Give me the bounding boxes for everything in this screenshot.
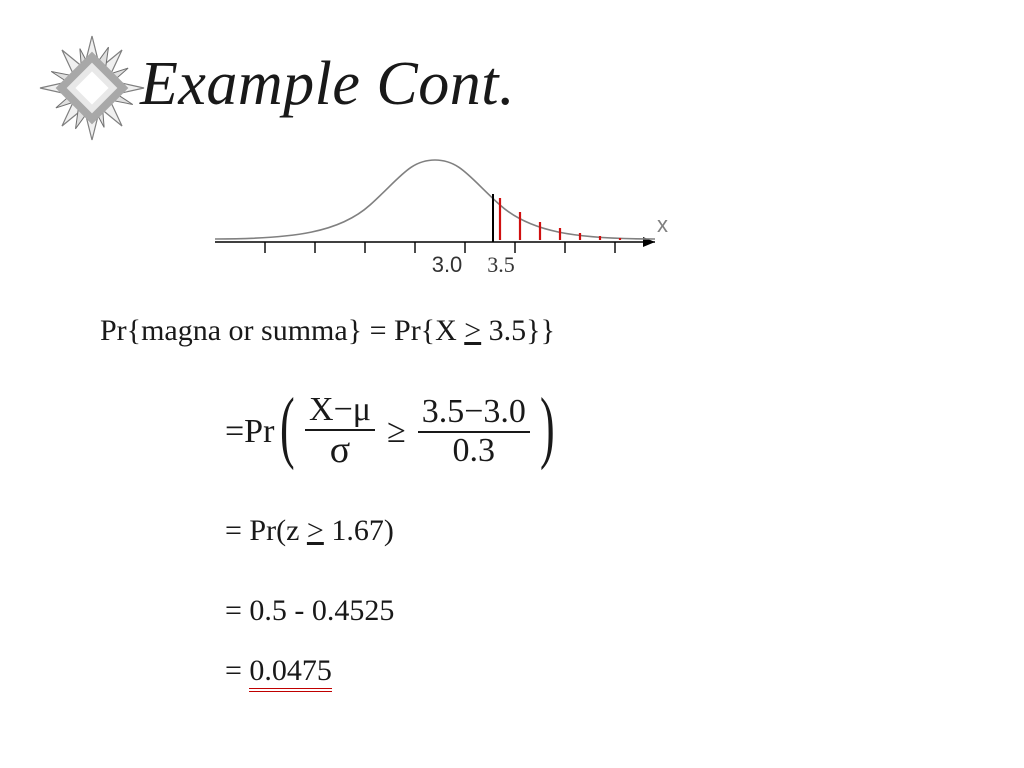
- probability-statement: Pr{magna or summa} = Pr{X > 3.5}}: [100, 314, 555, 348]
- slide-title: Example Cont.: [140, 49, 515, 120]
- bullet-star-icon: [28, 24, 148, 144]
- z-fraction-left: X−μ σ: [305, 392, 375, 471]
- title-row: Example Cont.: [28, 24, 515, 144]
- answer-step: = 0.0475: [225, 654, 332, 688]
- right-paren-icon: ): [540, 382, 555, 473]
- ge-symbol: ≥: [387, 413, 406, 451]
- z-fraction-right: 3.5−3.0 0.3: [418, 394, 530, 468]
- subtraction-step: = 0.5 - 0.4525: [225, 594, 394, 628]
- standardization-formula: =Pr ( X−μ σ ≥ 3.5−3.0 0.3 ): [225, 386, 561, 477]
- formula-prefix: =Pr: [225, 413, 274, 451]
- normal-curve-chart: x 3.0 3.5: [200, 150, 680, 280]
- left-paren-icon: (: [280, 382, 295, 473]
- svg-text:3.0: 3.0: [432, 252, 463, 277]
- svg-text:3.5: 3.5: [487, 252, 515, 277]
- answer-prefix: =: [225, 654, 249, 687]
- z-probability-step: = Pr(z > 1.67): [225, 514, 394, 548]
- answer-value: 0.0475: [249, 654, 332, 692]
- svg-text:x: x: [657, 212, 668, 237]
